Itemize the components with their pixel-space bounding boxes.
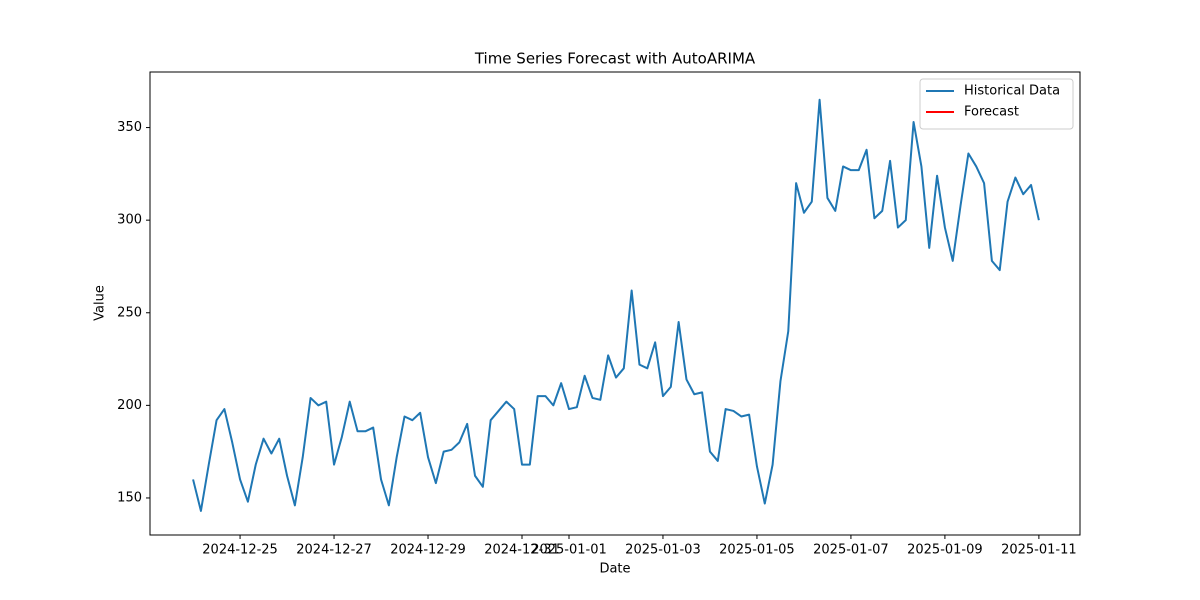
x-tick-label: 2025-01-05 (719, 543, 795, 558)
y-tick-label: 150 (117, 490, 142, 505)
x-axis-label: Date (599, 562, 630, 577)
series-line (192, 98, 1040, 512)
x-tick-label: 2025-01-07 (813, 543, 889, 558)
x-tick-label: 2024-12-29 (390, 543, 466, 558)
chart-title: Time Series Forecast with AutoARIMA (474, 50, 756, 68)
y-tick-label: 200 (117, 398, 142, 413)
y-axis-label: Value (93, 285, 108, 321)
legend-label: Forecast (964, 105, 1019, 120)
x-tick-label: 2024-12-27 (296, 543, 372, 558)
x-tick-label: 2024-12-31 (484, 543, 560, 558)
legend-box (919, 78, 1074, 130)
y-tick-label: 350 (117, 120, 142, 135)
x-tick-label: 2025-01-03 (625, 543, 701, 558)
x-tick-label: 2025-01-01 (531, 543, 607, 558)
x-tick-label: 2024-12-25 (202, 543, 278, 558)
axes-frame (149, 71, 1081, 536)
y-tick-label: 300 (117, 213, 142, 228)
legend-label: Historical Data (964, 84, 1060, 99)
x-tick-label: 2025-01-11 (1001, 543, 1077, 558)
x-tick-label: 2025-01-09 (907, 543, 983, 558)
y-tick-label: 250 (117, 305, 142, 320)
